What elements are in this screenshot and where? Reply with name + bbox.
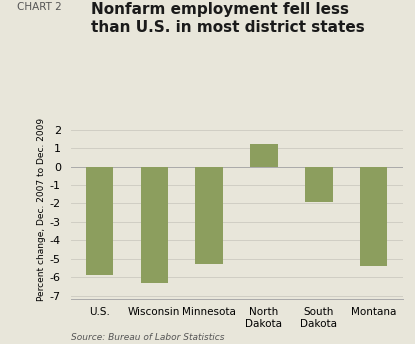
Y-axis label: Percent change, Dec. 2007 to Dec. 2009: Percent change, Dec. 2007 to Dec. 2009 — [37, 118, 46, 301]
Bar — [360, 166, 388, 266]
Bar — [141, 166, 168, 283]
Text: Nonfarm employment fell less
than U.S. in most district states: Nonfarm employment fell less than U.S. i… — [91, 2, 365, 35]
Text: Source: Bureau of Labor Statistics: Source: Bureau of Labor Statistics — [71, 333, 224, 342]
Bar — [305, 166, 332, 202]
Bar — [85, 166, 113, 275]
Bar — [195, 166, 223, 264]
Bar — [250, 144, 278, 166]
Text: CHART 2: CHART 2 — [17, 2, 61, 12]
